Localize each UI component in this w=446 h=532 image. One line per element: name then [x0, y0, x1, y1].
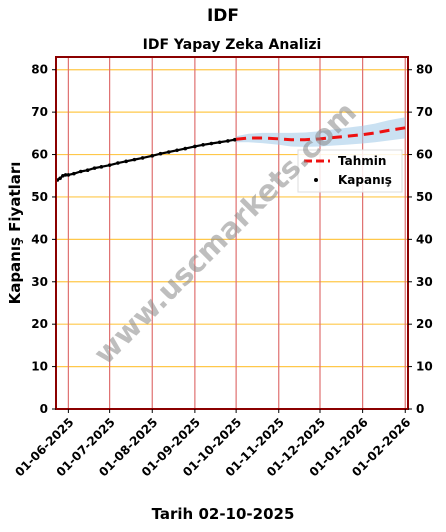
- y-tick-label: 20: [31, 317, 48, 331]
- y-tick-label-right: 10: [416, 360, 433, 374]
- y-tick-label-right: 20: [416, 317, 433, 331]
- price-point: [78, 169, 83, 174]
- price-point: [63, 173, 68, 177]
- price-point: [124, 159, 128, 164]
- y-tick-label: 30: [31, 275, 48, 289]
- y-tick-label: 0: [40, 402, 48, 416]
- price-point: [175, 148, 179, 153]
- price-point: [116, 161, 120, 165]
- legend: Tahmin Kapanış: [297, 149, 403, 193]
- chart-title: IDF Yapay Zeka Analizi: [143, 37, 322, 53]
- price-point: [217, 140, 222, 145]
- y-axis-label: Kapanış Fiyatları: [6, 162, 24, 305]
- price-point: [158, 151, 163, 156]
- legend-price-swatch: [314, 178, 318, 182]
- y-tick-label: 70: [31, 105, 48, 119]
- price-point: [193, 144, 197, 149]
- footer-date: Tarih 02-10-2025: [151, 505, 295, 523]
- price-point: [61, 173, 65, 178]
- y-tick-label-right: 30: [416, 275, 433, 289]
- y-axis-left: 0 10 20 30 40 50 60 70 80: [31, 63, 56, 416]
- legend-forecast-label: Tahmin: [338, 154, 386, 168]
- y-tick-label: 80: [31, 63, 48, 77]
- price-point: [72, 171, 76, 176]
- y-tick-label: 60: [31, 148, 48, 162]
- y-tick-label-right: 60: [416, 148, 433, 162]
- price-point: [92, 166, 97, 170]
- x-axis: 01-06-202501-07-202501-08-202501-09-2025…: [12, 409, 413, 479]
- price-point: [232, 137, 237, 142]
- forecast-line: [235, 126, 406, 142]
- price-point: [85, 168, 90, 173]
- y-tick-label: 50: [31, 190, 48, 204]
- y-tick-label: 10: [31, 360, 48, 374]
- price-point: [226, 139, 230, 143]
- price-point: [183, 146, 188, 151]
- price-point: [209, 141, 214, 146]
- grid-lines: [56, 57, 408, 409]
- plot-frame: [55, 56, 409, 410]
- page-title: IDF: [206, 6, 240, 26]
- price-point: [99, 165, 104, 169]
- price-point: [132, 157, 137, 162]
- price-point: [66, 173, 71, 177]
- price-point: [107, 163, 112, 167]
- y-axis-right: 0 10 20 30 40 50 60 70 80: [408, 63, 433, 416]
- confidence-band: [236, 117, 406, 147]
- price-line: [56, 138, 235, 181]
- watermark: www.uscmarkets.com: [87, 95, 363, 371]
- price-point: [166, 150, 171, 154]
- price-point: [58, 176, 62, 181]
- y-tick-label-right: 70: [416, 105, 433, 119]
- legend-price-label: Kapanış: [338, 173, 392, 187]
- y-tick-label-right: 40: [416, 232, 433, 246]
- y-tick-label-right: 50: [416, 190, 433, 204]
- y-tick-label-right: 80: [416, 63, 433, 77]
- legend-box: [297, 149, 403, 193]
- y-tick-label-right: 0: [416, 402, 424, 416]
- price-point: [140, 156, 145, 160]
- price-point: [150, 154, 155, 158]
- price-point: [201, 142, 205, 147]
- series-layer: [55, 126, 406, 182]
- forecast-band: [236, 117, 406, 147]
- y-tick-label: 40: [31, 232, 48, 246]
